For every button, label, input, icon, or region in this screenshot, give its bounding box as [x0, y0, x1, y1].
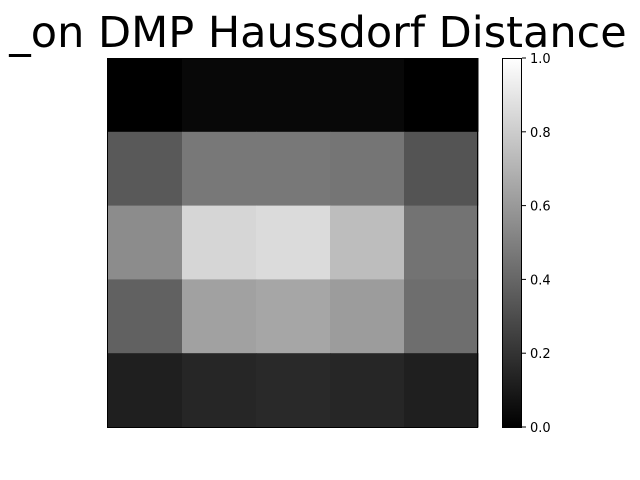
heatmap-cell-r2-c2 — [256, 205, 331, 280]
colorbar-tick-label: 0.6 — [530, 200, 551, 215]
heatmap-cell-r1-c4 — [404, 131, 479, 207]
heatmap-cell-r3-c0 — [108, 279, 183, 354]
colorbar-tick-label: 0.0 — [530, 421, 551, 436]
colorbar — [502, 58, 522, 428]
heatmap-cell-r3-c2 — [256, 279, 331, 354]
colorbar-tick-label: 0.4 — [530, 273, 551, 288]
heatmap-cell-r4-c3 — [330, 353, 405, 428]
heatmap-cell-r0-c0 — [108, 58, 183, 133]
heatmap-cell-r1-c0 — [108, 131, 183, 207]
heatmap-cell-r2-c1 — [182, 205, 257, 280]
heatmap-cell-r3-c3 — [330, 279, 405, 354]
heatmap-grid — [108, 58, 479, 428]
heatmap-cell-r0-c4 — [404, 58, 479, 133]
heatmap-cell-r1-c3 — [330, 131, 405, 207]
colorbar-tick-label: 0.2 — [530, 347, 551, 362]
heatmap-cell-r1-c1 — [182, 131, 257, 207]
heatmap-frame — [107, 58, 478, 428]
heatmap-cell-r0-c3 — [330, 58, 405, 133]
chart-title: _on DMP Haussdorf Distance — [8, 8, 626, 58]
heatmap-cell-r1-c2 — [256, 131, 331, 207]
heatmap-cell-r2-c4 — [404, 205, 479, 280]
heatmap-cell-r2-c0 — [108, 205, 183, 280]
heatmap-cell-r0-c1 — [182, 58, 257, 133]
heatmap-cell-r4-c2 — [256, 353, 331, 428]
heatmap-cell-r3-c4 — [404, 279, 479, 354]
heatmap-cell-r4-c1 — [182, 353, 257, 428]
heatmap-cell-r3-c1 — [182, 279, 257, 354]
heatmap-cell-r0-c2 — [256, 58, 331, 133]
colorbar-tick-label: 0.8 — [530, 126, 551, 141]
colorbar-tick-label: 1.0 — [530, 52, 551, 67]
heatmap-cell-r2-c3 — [330, 205, 405, 280]
heatmap-cell-r4-c4 — [404, 353, 479, 428]
colorbar-ticks: 0.0 0.2 0.4 0.6 0.8 1.0 — [522, 52, 551, 436]
heatmap-cell-r4-c0 — [108, 353, 183, 428]
